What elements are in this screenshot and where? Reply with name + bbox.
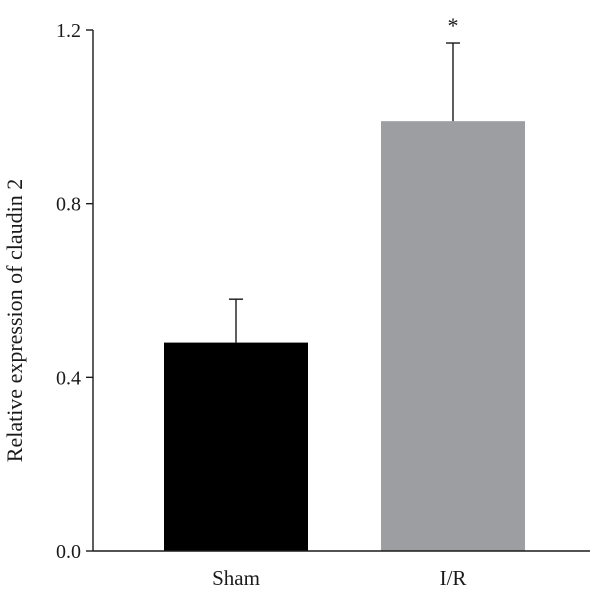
bar-i-r	[381, 121, 525, 552]
significance-marker: *	[448, 13, 459, 38]
axes-group	[92, 30, 590, 552]
bars-group	[164, 121, 525, 552]
category-labels-group: Sham I/R	[212, 566, 466, 590]
y-tick-label: 0.4	[56, 367, 81, 389]
bar-sham	[164, 342, 308, 551]
annotations-group: *	[448, 13, 459, 38]
y-ticks-group: 0.0 0.4 0.8 1.2	[56, 20, 93, 563]
y-axis-title: Relative expression of claudin 2	[2, 179, 27, 462]
error-bars-group	[229, 42, 460, 343]
x-category-label: I/R	[440, 566, 467, 590]
x-category-label: Sham	[212, 566, 260, 590]
y-tick-label: 0.8	[56, 194, 81, 216]
y-tick-label: 1.2	[56, 20, 81, 42]
y-tick-label: 0.0	[56, 541, 81, 563]
